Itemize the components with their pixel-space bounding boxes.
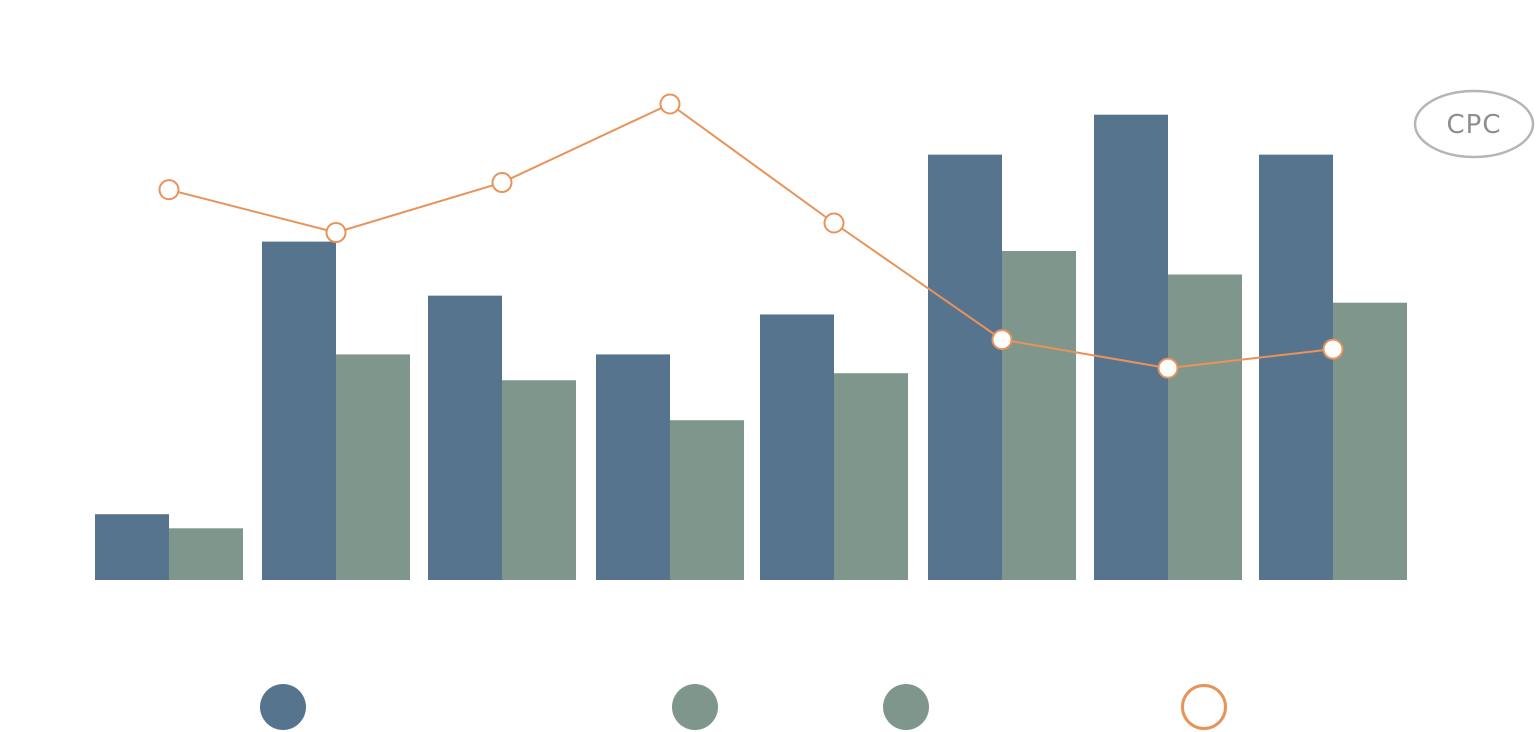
bar-series1-6 bbox=[928, 154, 1002, 580]
cpc-line bbox=[168, 102, 1334, 370]
cpc-point-8 bbox=[1322, 338, 1344, 360]
cpc-point-3 bbox=[491, 172, 513, 194]
cpc-line-series bbox=[158, 93, 1344, 379]
bar-series2-7 bbox=[1168, 274, 1242, 580]
legend-marker-series3 bbox=[883, 684, 929, 730]
bar-series-group bbox=[95, 114, 1407, 580]
cpc-point-4 bbox=[659, 93, 681, 115]
bar-series1-4 bbox=[596, 354, 670, 580]
bar-series1-5 bbox=[760, 314, 834, 580]
cpc-point-5 bbox=[823, 212, 845, 234]
legend bbox=[260, 684, 1227, 730]
bar-series2-3 bbox=[502, 380, 576, 580]
bar-series1-3 bbox=[428, 295, 502, 580]
cpc-badge-label: CPC bbox=[1447, 110, 1502, 140]
cpc-point-1 bbox=[158, 179, 180, 201]
legend-marker-series2 bbox=[672, 684, 718, 730]
legend-marker-series1 bbox=[260, 684, 306, 730]
bar-series2-4 bbox=[670, 420, 744, 580]
bar-series1-8 bbox=[1259, 154, 1333, 580]
cpc-badge-outline bbox=[1413, 89, 1535, 159]
cpc-point-6 bbox=[991, 329, 1013, 351]
bar-series2-8 bbox=[1333, 302, 1407, 580]
bar-series2-6 bbox=[1002, 251, 1076, 580]
bar-series1-2 bbox=[262, 241, 336, 580]
cpc-point-2 bbox=[325, 222, 347, 244]
bar-series2-1 bbox=[169, 528, 243, 580]
cpc-point-7 bbox=[1157, 357, 1179, 379]
bar-series2-5 bbox=[834, 373, 908, 580]
bar-series1-7 bbox=[1094, 114, 1168, 580]
bar-series1-1 bbox=[95, 514, 169, 580]
legend-marker-cpc bbox=[1181, 684, 1227, 730]
bar-series2-2 bbox=[336, 354, 410, 580]
cpc-badge: CPC bbox=[1413, 89, 1535, 159]
